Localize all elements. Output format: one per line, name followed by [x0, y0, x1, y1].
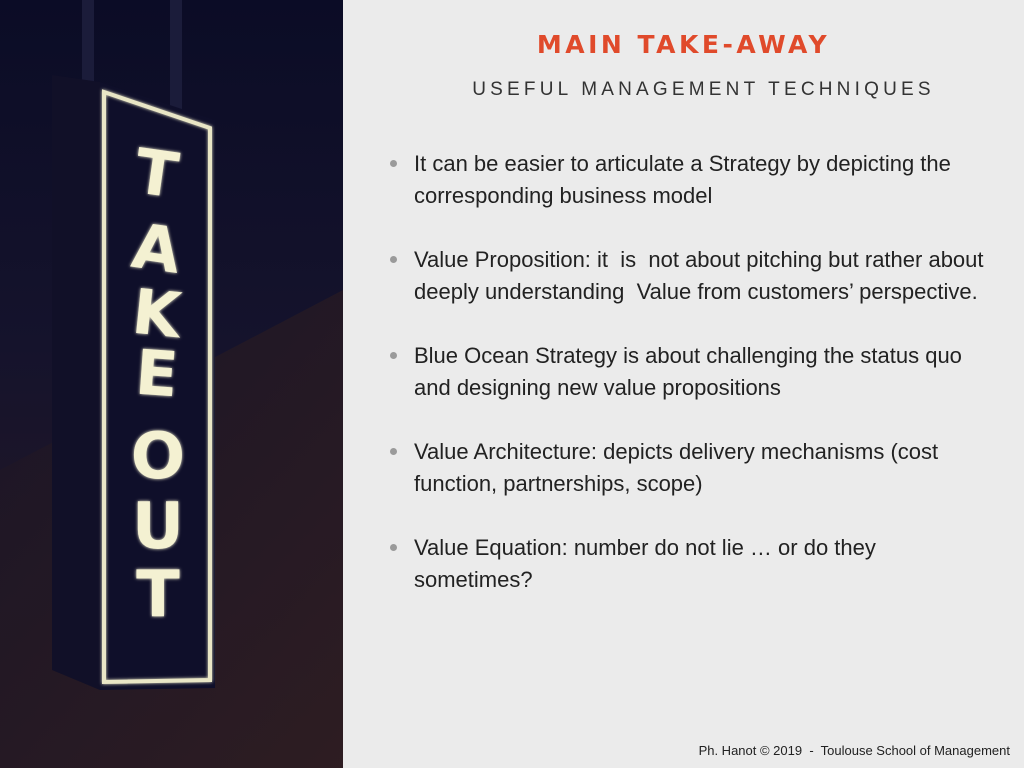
- bullet-dot-icon: [390, 256, 397, 263]
- slide-footer: Ph. Hanot © 2019 - Toulouse School of Ma…: [698, 743, 1010, 758]
- sign-letter: T: [130, 134, 182, 212]
- sign-letter: U: [132, 490, 184, 564]
- bullet-item: Value Proposition: it is not about pitch…: [388, 244, 988, 308]
- slide-subtitle: USEFUL MANAGEMENT TECHNIQUES: [472, 79, 935, 100]
- slide-content: MAIN TAKE-AWAY USEFUL MANAGEMENT TECHNIQ…: [343, 0, 1024, 768]
- bullet-list: It can be easier to articulate a Strateg…: [388, 148, 988, 628]
- bullet-text: Blue Ocean Strategy is about challenging…: [414, 343, 969, 400]
- bullet-item: Value Architecture: depicts delivery mec…: [388, 436, 988, 500]
- slide-title: MAIN TAKE-AWAY: [536, 30, 831, 59]
- sign-letter: A: [128, 209, 186, 288]
- bullet-item: It can be easier to articulate a Strateg…: [388, 148, 988, 212]
- sign-letter: E: [133, 336, 180, 412]
- sign-letter: T: [136, 558, 180, 632]
- bullet-item: Value Equation: number do not lie … or d…: [388, 532, 988, 596]
- bullet-dot-icon: [390, 352, 397, 359]
- take-out-sign-photo: T A K E O U T: [0, 0, 343, 768]
- bullet-dot-icon: [390, 448, 397, 455]
- sign-letter: O: [131, 420, 185, 494]
- bullet-text: Value Equation: number do not lie … or d…: [414, 535, 883, 592]
- sign-letter: K: [129, 275, 186, 353]
- bullet-item: Blue Ocean Strategy is about challenging…: [388, 340, 988, 404]
- bullet-text: Value Architecture: depicts delivery mec…: [414, 439, 945, 496]
- bullet-text: Value Proposition: it is not about pitch…: [414, 247, 990, 304]
- bullet-text: It can be easier to articulate a Strateg…: [414, 151, 957, 208]
- bullet-dot-icon: [390, 160, 397, 167]
- bullet-dot-icon: [390, 544, 397, 551]
